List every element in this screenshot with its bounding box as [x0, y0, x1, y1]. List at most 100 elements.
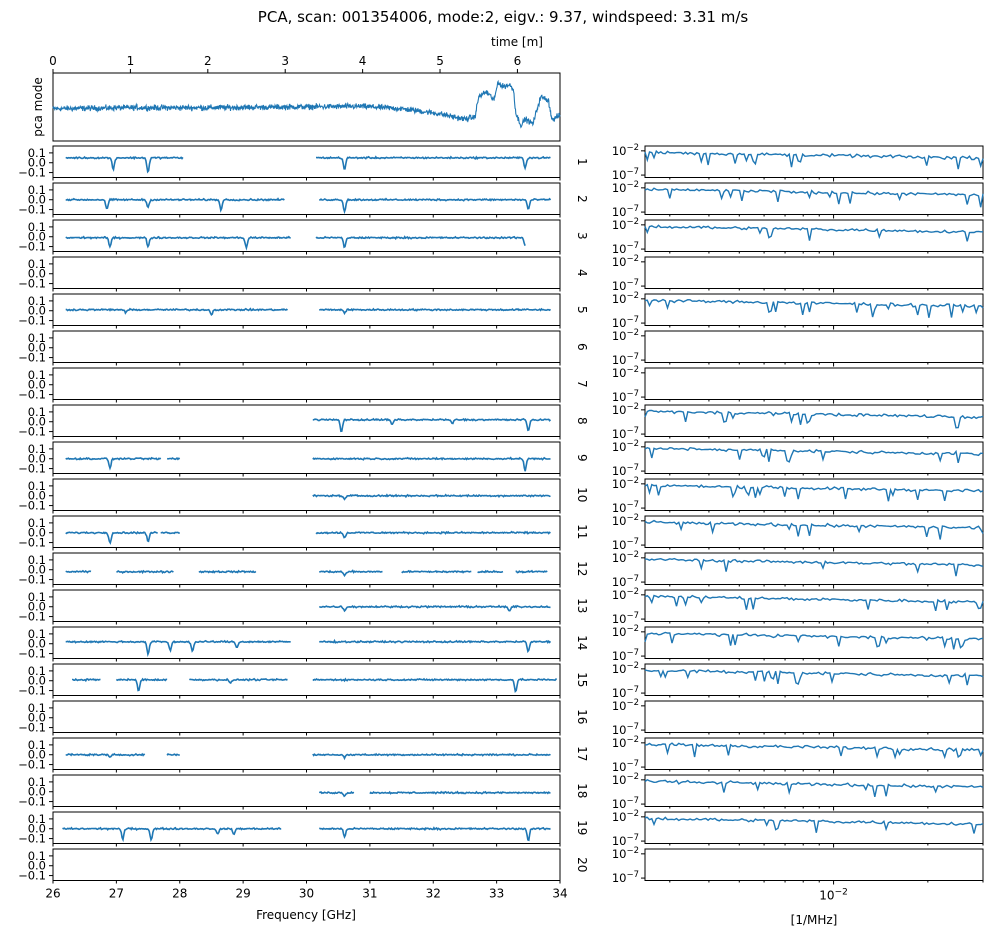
spectrum-panel-1: 10−2 10−7 — [612, 143, 984, 182]
frequency-y-tick-label: 0.1 — [28, 664, 46, 678]
frequency-y-tick-label: 0.1 — [28, 479, 46, 493]
frequency-series-line — [401, 569, 472, 574]
spectrum-panel-frame — [644, 145, 984, 178]
frequency-y-tick-label: −0.1 — [18, 610, 46, 624]
time-panel: 0 1 2 3 4 5 6 pca mode — [31, 54, 561, 142]
frequency-panel-8: 0.10.0−0.1 8 — [18, 404, 589, 440]
frequency-y-tick-label: 0.0 — [28, 193, 46, 207]
channel-label: 15 — [575, 672, 589, 687]
frequency-y-tick-label: −0.1 — [18, 203, 46, 217]
frequency-panel-frame — [52, 478, 561, 511]
spectrum-panel-6: 10−2 10−7 — [612, 328, 984, 367]
frequency-panel-14: 0.10.0−0.1 14 — [18, 626, 589, 662]
spectrum-panel-3: 10−2 10−7 — [612, 217, 984, 256]
spectrum-y-tick-label: 10−7 — [612, 204, 639, 219]
frequency-y-tick-label: −0.1 — [18, 832, 46, 846]
spectrum-y-tick-label: 10−2 — [612, 698, 639, 713]
spectrum-panel-15: 10−2 10−7 — [612, 661, 984, 700]
spectrum-y-tick-label: 10−2 — [612, 513, 639, 528]
frequency-panel-frame — [52, 367, 561, 400]
spectrum-series-line — [644, 594, 984, 611]
frequency-series-line — [166, 752, 180, 757]
spectrum-panel-frame — [644, 848, 984, 881]
spectrum-panel-frame — [644, 589, 984, 622]
spectrum-series-line — [644, 742, 984, 760]
frequency-y-tick-label: −0.1 — [18, 647, 46, 661]
spectrum-y-tick-label: 10−7 — [612, 241, 639, 256]
spectrum-y-tick-label: 10−2 — [612, 476, 639, 491]
frequency-series-line — [319, 569, 383, 578]
spectrum-panel-14: 10−2 10−7 — [612, 624, 984, 663]
spectrum-series-line — [644, 446, 984, 464]
frequency-y-tick-label: 0.0 — [28, 711, 46, 725]
time-tick-label: 5 — [436, 54, 444, 68]
frequency-panel-20: 0.10.0−0.1 20 — [18, 848, 589, 884]
spectrum-y-tick-label: 10−2 — [612, 365, 639, 380]
spectrum-y-tick-label: 10−7 — [612, 574, 639, 589]
frequency-y-tick-label: 0.1 — [28, 183, 46, 197]
channel-label: 3 — [575, 232, 589, 240]
frequency-panel-3: 0.10.0−0.1 3 — [18, 219, 589, 255]
spectrum-y-tick-label: 10−2 — [612, 846, 639, 861]
frequency-panel-frame — [52, 515, 561, 548]
frequency-series-line — [369, 790, 551, 795]
frequency-series-line — [72, 677, 101, 683]
time-series-line — [52, 79, 561, 129]
spectrum-series-line — [644, 557, 984, 577]
spectrum-panel-frame — [644, 552, 984, 585]
frequency-panel-6: 0.10.0−0.1 6 — [18, 330, 589, 366]
frequency-series-line — [319, 790, 355, 798]
frequency-panel-19: 0.10.0−0.1 19 — [18, 811, 589, 847]
frequency-y-tick-label: 0.1 — [28, 405, 46, 419]
spectrum-y-tick-label: 10−7 — [612, 759, 639, 774]
frequency-y-tick-label: 0.1 — [28, 331, 46, 345]
frequency-panel-4: 0.10.0−0.1 4 — [18, 256, 589, 292]
frequency-panel-frame — [52, 774, 561, 807]
frequency-panel-10: 0.10.0−0.1 10 — [18, 478, 589, 514]
frequency-y-tick-label: 0.0 — [28, 415, 46, 429]
spectrum-panel-frame — [644, 219, 984, 252]
frequency-y-tick-label: 0.1 — [28, 257, 46, 271]
frequency-y-tick-label: 0.0 — [28, 267, 46, 281]
spectrum-panel-frame — [644, 182, 984, 215]
spectrum-y-tick-label: 10−7 — [612, 426, 639, 441]
spectrum-panel-frame — [644, 330, 984, 363]
frequency-panel-1: 0.10.0−0.1 1 — [18, 145, 589, 181]
frequency-panel-2: 0.10.0−0.1 2 — [18, 182, 589, 218]
frequency-series-line — [115, 677, 168, 692]
spectrum-panel-5: 10−2 10−7 — [612, 291, 984, 330]
spectrum-series-line — [644, 669, 984, 686]
channel-label: 13 — [575, 598, 589, 613]
spectrum-y-tick-label: 10−7 — [612, 648, 639, 663]
spectrum-panel-frame — [644, 811, 984, 844]
frequency-panel-frame — [52, 848, 561, 881]
spectrum-panel-frame — [644, 367, 984, 400]
frequency-y-tick-label: −0.1 — [18, 240, 46, 254]
frequency-series-line — [65, 456, 162, 471]
chart-title: PCA, scan: 001354006, mode:2, eigv.: 9.3… — [258, 8, 749, 26]
frequency-series-line — [65, 752, 146, 759]
spectrum-series-line — [644, 483, 984, 502]
frequency-x-tick-label: 30 — [299, 887, 314, 901]
frequency-y-tick-label: 0.1 — [28, 590, 46, 604]
spectrum-series-line — [644, 187, 984, 208]
frequency-y-tick-label: −0.1 — [18, 314, 46, 328]
spectrum-series-line — [644, 149, 984, 170]
frequency-x-tick-label: 32 — [426, 887, 441, 901]
spectrum-series-line — [644, 519, 984, 540]
frequency-y-tick-label: 0.1 — [28, 368, 46, 382]
frequency-series-line — [319, 826, 551, 842]
frequency-y-tick-label: 0.0 — [28, 156, 46, 170]
frequency-panel-frame — [52, 256, 561, 289]
frequency-x-tick-label: 33 — [489, 887, 504, 901]
frequency-panel-18: 0.10.0−0.1 18 — [18, 774, 589, 810]
frequency-y-tick-label: 0.1 — [28, 220, 46, 234]
frequency-series-line — [312, 752, 551, 761]
frequency-y-tick-label: 0.0 — [28, 378, 46, 392]
frequency-y-tick-label: −0.1 — [18, 795, 46, 809]
spectrum-panel-frame — [644, 515, 984, 548]
frequency-y-tick-label: 0.0 — [28, 230, 46, 244]
channel-label: 11 — [575, 524, 589, 539]
frequency-y-tick-label: 0.1 — [28, 294, 46, 308]
